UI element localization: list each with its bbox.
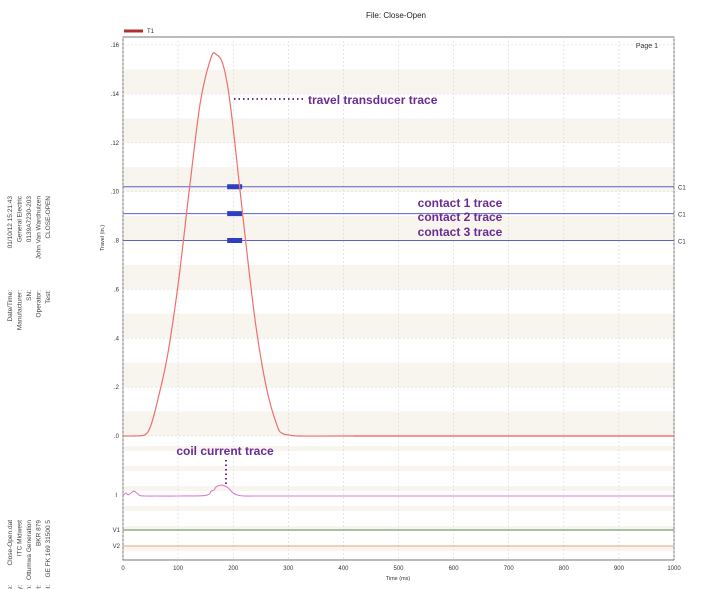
x-tick-label: 700 [504, 566, 515, 572]
y-tick-label: .2 [114, 385, 120, 391]
metadata-value: John Van Wardhuizen [36, 196, 43, 260]
contact-2-channel-label: C1 [678, 213, 686, 219]
travel-trace-group [122, 52, 674, 437]
channel-traces: C1 C1 C1 I V1 V2 [113, 184, 686, 550]
y-tick-labels: .0 .2 .4 .6 .8 .10 .12 .14 .16 [111, 43, 120, 440]
metadata-value: CLOSE-OPEN [45, 196, 52, 239]
contact-2-annotation: contact 2 trace [418, 210, 503, 224]
page-label: Page 1 [636, 43, 658, 50]
x-axis-label: Time (ms) [386, 576, 411, 582]
aux-channel-label: V2 [113, 544, 121, 550]
metadata-value: Close-Open.dat [7, 520, 14, 566]
grid-lines [122, 37, 675, 560]
x-tick-label: 1000 [667, 566, 681, 572]
contact-3-marker [227, 238, 243, 243]
band [123, 167, 674, 192]
aux-channel-label: V1 [113, 528, 121, 534]
band [123, 486, 674, 491]
metadata-value: 01/10/12 15:21:43 [7, 196, 14, 249]
band [123, 411, 674, 436]
metadata-label: Station: [26, 585, 33, 589]
band [123, 466, 674, 471]
x-tick-label: 300 [283, 566, 294, 572]
y-tick-label: .6 [114, 287, 120, 293]
x-tick-label: 0 [121, 566, 125, 572]
travel-trace [122, 52, 674, 437]
metadata-value: ITC Midwest [17, 520, 24, 556]
metadata-label: Company: [17, 585, 24, 589]
y-tick-label: .0 [114, 434, 120, 440]
contact-1-channel-label: C1 [678, 186, 686, 192]
x-tick-labels: 0 100 200 300 400 500 600 700 800 900 1000 [121, 566, 681, 572]
metadata-value: BKR 879 [36, 520, 43, 546]
coil-current-trace [122, 484, 674, 497]
y-tick-label: .8 [114, 239, 120, 245]
x-tick-label: 400 [338, 566, 349, 572]
metadata-label: Test: [45, 290, 52, 304]
contact-1-annotation: contact 1 trace [418, 196, 503, 210]
band [123, 526, 674, 531]
band [123, 446, 674, 451]
contact-3-channel-label: C1 [678, 240, 686, 246]
band [123, 546, 674, 551]
band [123, 216, 674, 241]
x-tick-label: 600 [449, 566, 460, 572]
band [123, 506, 674, 511]
legend-label: T1 [147, 29, 155, 35]
x-tick-label: 200 [228, 566, 239, 572]
coil-channel-label: I [115, 493, 117, 499]
metadata-value: 0139A7230-203 [26, 196, 33, 243]
x-tick-label: 500 [393, 566, 404, 572]
y-tick-label: .14 [111, 92, 120, 98]
contact-3-annotation: contact 3 trace [418, 225, 503, 239]
y-tick-label: .12 [111, 141, 120, 147]
x-tick-label: 900 [614, 566, 625, 572]
metadata-label: Operator: [36, 290, 43, 318]
x-tick-label: 100 [173, 566, 184, 572]
contact-2-marker [227, 211, 243, 217]
metadata-panel: Date/Time: 01/10/12 15:21:43 Manufacturer:… [7, 195, 52, 589]
metadata-label: SN: [26, 290, 33, 301]
travel-annotation: travel transducer trace [308, 93, 438, 107]
metadata-value: General Electric [17, 195, 24, 242]
y-tick-label: .10 [111, 190, 120, 196]
contact-1-marker [227, 184, 243, 190]
coil-annotation: coil current trace [176, 444, 274, 458]
y-tick-label: .4 [114, 336, 120, 342]
metadata-label: Filename: [7, 585, 14, 589]
metadata-label: Manufacturer: [17, 290, 24, 330]
y-axis-label: Travel (in.) [100, 225, 106, 251]
metadata-value: GE FK 169 31500 5 [45, 520, 52, 578]
metadata-label: Circuit: [36, 585, 43, 589]
chart-title: File: Close-Open [366, 11, 426, 20]
x-tick-label: 800 [559, 566, 570, 572]
y-tick-label: .16 [111, 43, 120, 49]
metadata-label: Model: [45, 585, 52, 589]
metadata-label: Date/Time: [7, 290, 14, 322]
metadata-value: Ottumwa Generation [26, 520, 33, 580]
